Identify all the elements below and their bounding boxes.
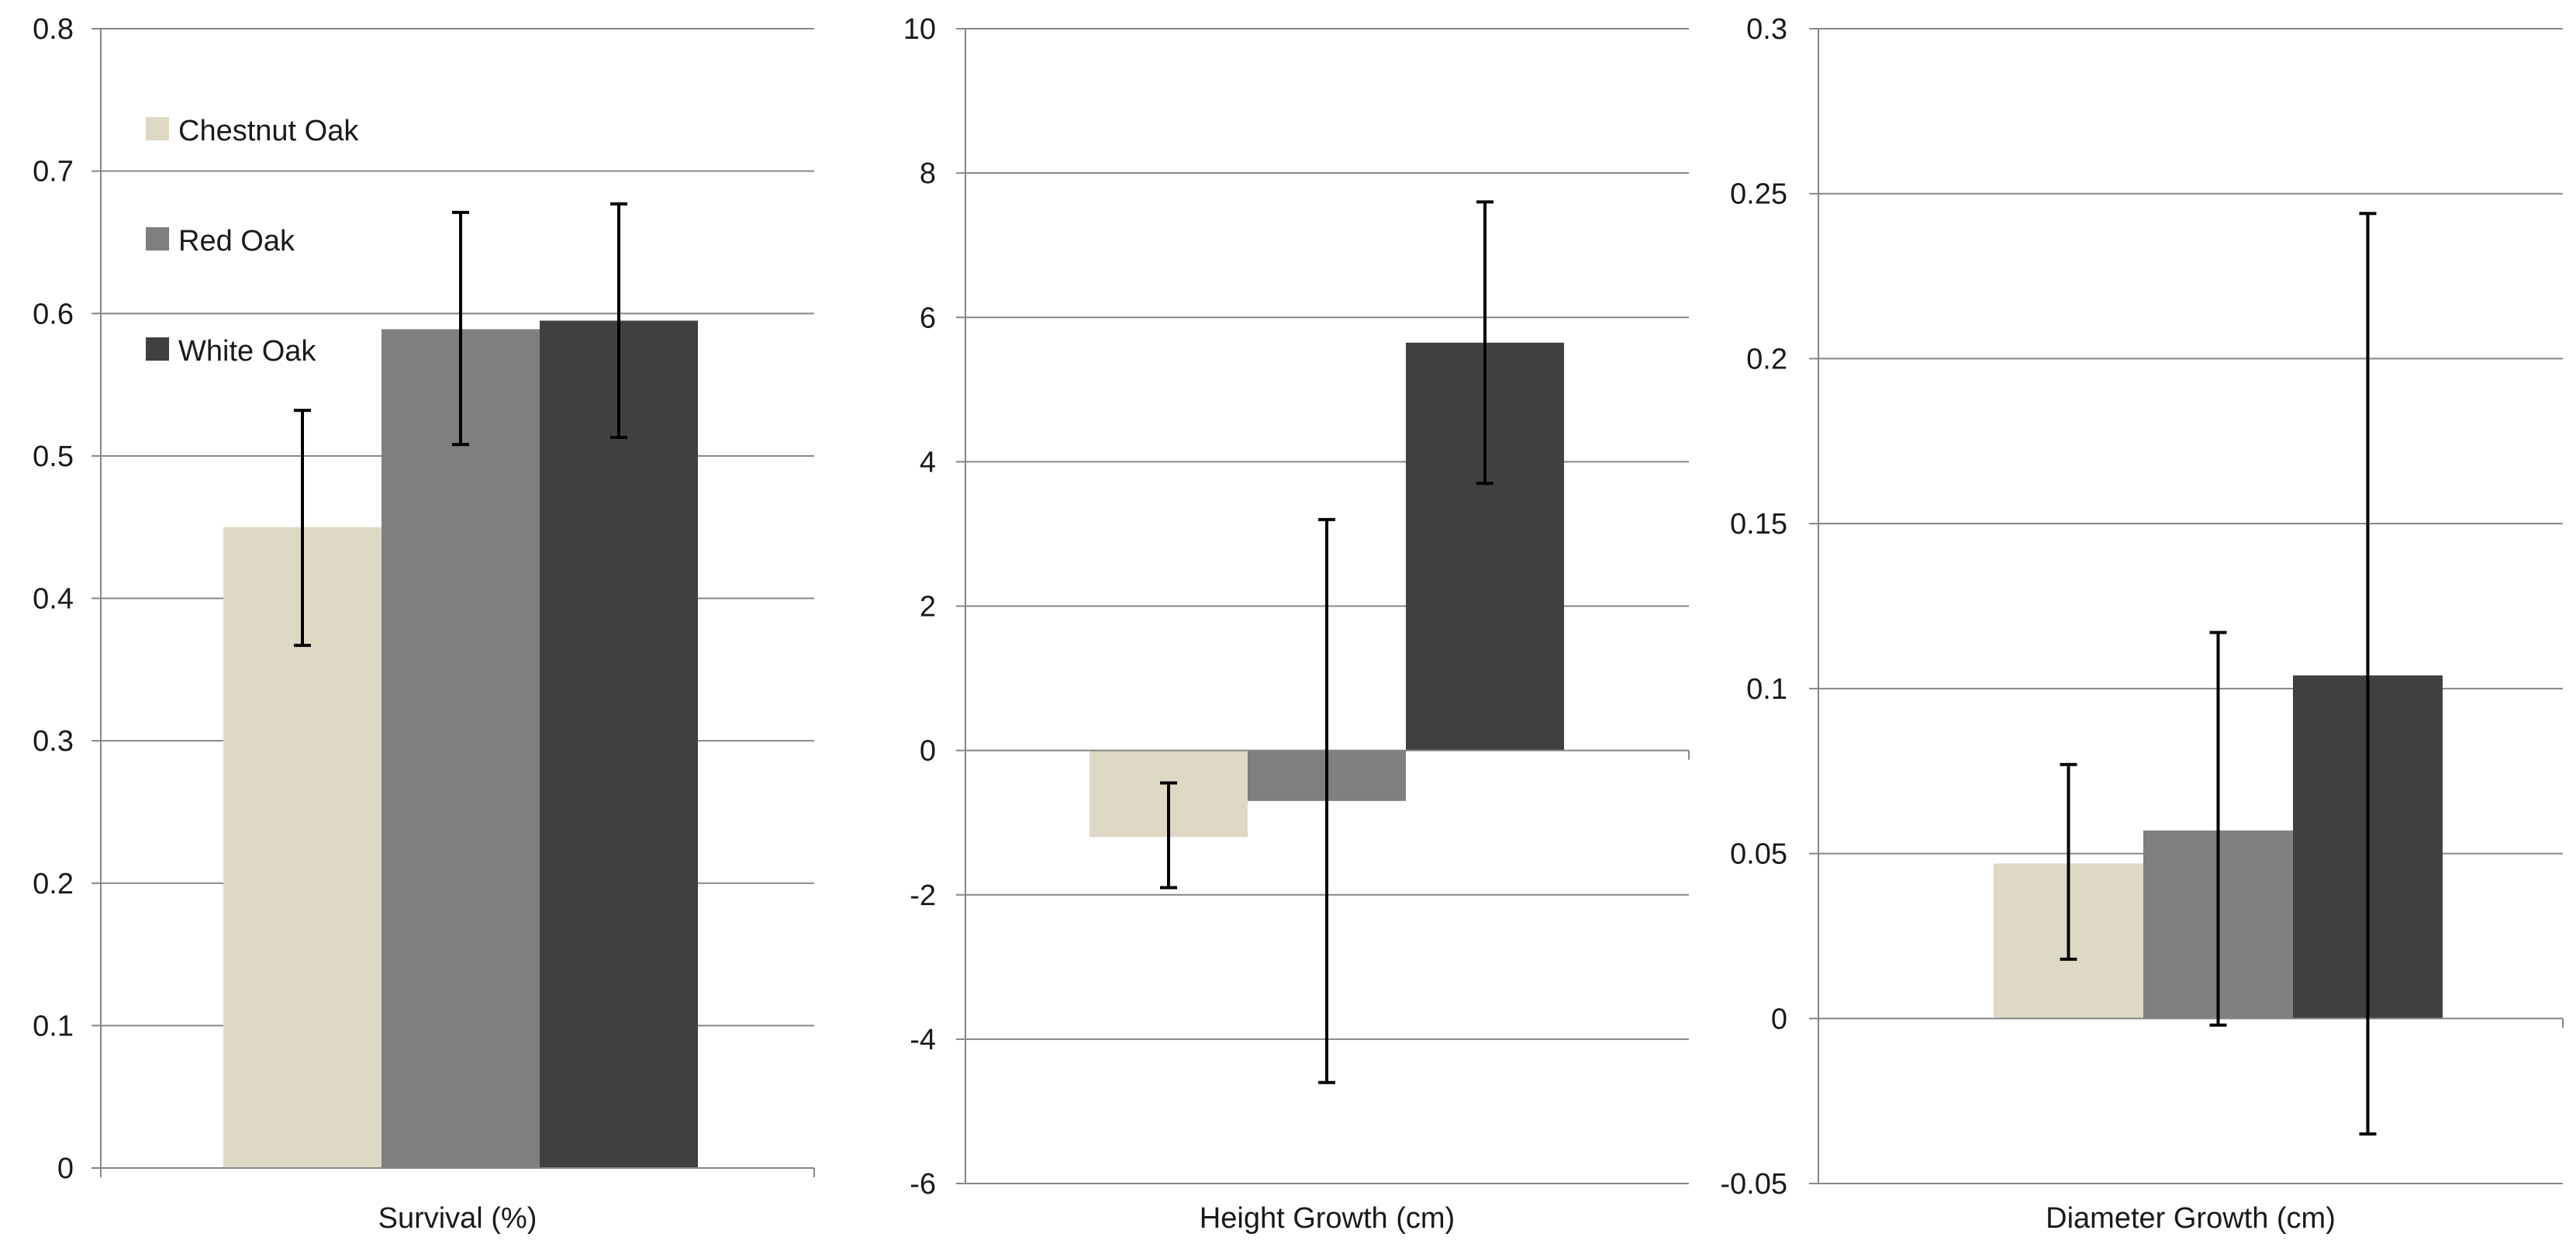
error-bar-chestnut-oak <box>2060 762 2077 961</box>
error-bar-white-oak <box>610 202 627 440</box>
y-tick-label: 0.1 <box>1746 673 1787 706</box>
x-axis-label: Survival (%) <box>378 1202 537 1235</box>
y-tick-label: 10 <box>903 13 936 46</box>
y-tick-label: 0 <box>920 735 936 768</box>
y-tick-label: 6 <box>920 302 936 334</box>
bar-red-oak <box>382 329 540 1169</box>
x-axis-label: Diameter Growth (cm) <box>2046 1202 2336 1235</box>
y-tick-label: 0.05 <box>1730 838 1787 871</box>
error-bar-red-oak <box>1318 517 1335 1084</box>
y-tick-label: 0.15 <box>1730 508 1787 541</box>
y-tick-label: 8 <box>920 157 936 190</box>
chart-panel-1: 0 0.1 0.2 0.3 0.4 0.5 0.6 0.7 0.8 Survival (%) <box>33 13 815 1235</box>
legend-item-white-oak: White Oak <box>146 335 316 368</box>
legend-swatch-white-oak <box>146 337 169 361</box>
y-tick-label: 0.5 <box>33 441 74 473</box>
error-bar-white-oak <box>1476 200 1493 486</box>
y-tick-label: -2 <box>910 880 936 912</box>
y-tick-label: -0.05 <box>1720 1168 1787 1201</box>
y-tick-label: -4 <box>910 1024 936 1056</box>
legend-item-red-oak: Red Oak <box>146 225 295 257</box>
y-tick-label: 2 <box>920 591 936 624</box>
y-tick-label: 0.1 <box>33 1010 74 1042</box>
error-bar-red-oak <box>452 210 469 447</box>
y-tick-label: 0.7 <box>33 156 74 188</box>
legend-label: Chestnut Oak <box>178 115 359 147</box>
legend-label: Red Oak <box>178 225 295 257</box>
y-tick-label: 0 <box>57 1153 74 1185</box>
chart-panel-3: -0.05 0 0.05 0.1 0.15 0.2 0.25 0.3 Diameter Grow… <box>1720 13 2564 1235</box>
y-tick-label: 0.3 <box>33 725 74 758</box>
legend-label: White Oak <box>178 335 316 368</box>
chart-panel-2: -6 -4 -2 0 2 4 6 8 10 Height Growth (cm) <box>903 13 1690 1235</box>
legend: Chestnut Oak Red Oak White Oak <box>146 115 359 368</box>
y-tick-label: 0.25 <box>1730 178 1787 211</box>
bar-white-oak <box>540 320 698 1168</box>
y-tick-label: 0.2 <box>33 868 74 900</box>
y-tick-label: 0.3 <box>1746 13 1787 46</box>
legend-item-chestnut-oak: Chestnut Oak <box>146 115 359 147</box>
y-tick-label: 0.6 <box>33 298 74 330</box>
y-tick-label: -6 <box>910 1168 936 1201</box>
y-tick-label: 4 <box>920 446 936 479</box>
y-tick-label: 0.2 <box>1746 343 1787 375</box>
legend-swatch-red-oak <box>146 227 169 251</box>
error-bar-chestnut-oak <box>1160 781 1177 890</box>
error-bar-white-oak <box>2359 212 2377 1136</box>
x-axis-label: Height Growth (cm) <box>1200 1202 1455 1235</box>
legend-swatch-chestnut-oak <box>146 117 169 140</box>
y-tick-label: 0 <box>1771 1003 1787 1035</box>
y-tick-label: 0.8 <box>33 13 74 46</box>
error-bar-chestnut-oak <box>294 409 311 648</box>
error-bar-red-oak <box>2209 631 2227 1027</box>
y-tick-label: 0.4 <box>33 583 74 616</box>
